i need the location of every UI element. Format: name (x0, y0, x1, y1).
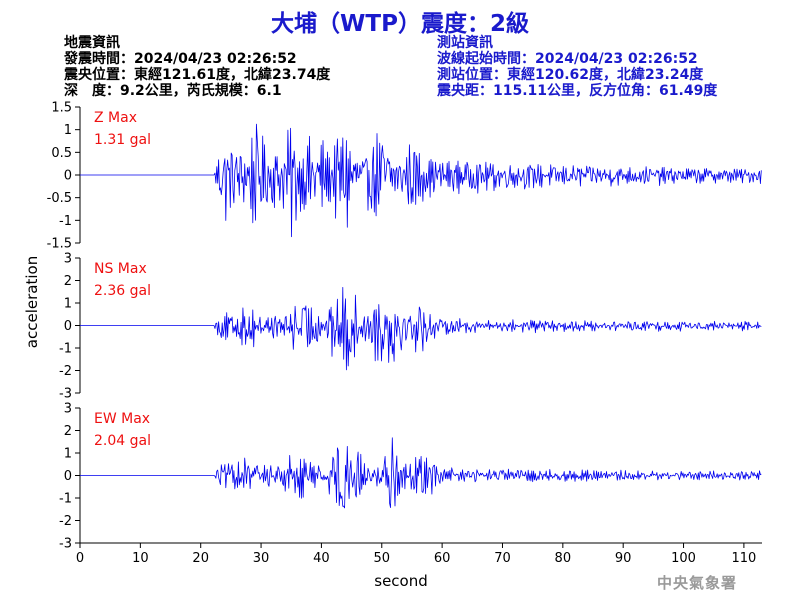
y-tick-label: -1 (59, 342, 72, 357)
y-tick-label: 0.5 (51, 146, 72, 161)
y-tick-label: 1 (64, 447, 72, 462)
max-label: Z Max (94, 110, 137, 126)
x-tick-label: 10 (132, 551, 149, 566)
x-tick-label: 50 (373, 551, 390, 566)
agency-watermark: 中央氣象署 (657, 574, 738, 592)
x-tick-label: 60 (434, 551, 451, 566)
x-tick-label: 90 (615, 551, 632, 566)
distance-azimuth: 震央距：115.11公里，反方位角：61.49度 (437, 83, 718, 99)
max-value: 1.31 gal (94, 132, 151, 148)
y-axis-label: acceleration (23, 256, 41, 348)
y-tick-label: 2 (64, 274, 72, 289)
origin-time: 發震時間：2024/04/23 02:26:52 (64, 51, 297, 67)
series-trace-2 (80, 287, 762, 371)
x-tick-label: 0 (76, 551, 84, 566)
earthquake-info-heading: 地震資訊 (64, 35, 120, 51)
epicenter: 震央位置：東經121.61度，北緯23.74度 (64, 67, 331, 83)
x-tick-label: 100 (671, 551, 696, 566)
x-tick-label: 80 (555, 551, 572, 566)
y-tick-label: -3 (59, 537, 72, 552)
x-tick-label: 20 (192, 551, 209, 566)
y-tick-label: -1.5 (47, 237, 72, 252)
x-tick-label: 40 (313, 551, 330, 566)
depth-magnitude: 深 度：9.2公里，芮氏規模：6.1 (64, 83, 282, 99)
y-tick-label: 3 (64, 252, 72, 267)
max-value: 2.04 gal (94, 433, 151, 449)
y-tick-label: 0 (64, 169, 72, 184)
station-location: 測站位置：東經120.62度，北緯23.24度 (437, 67, 704, 83)
earthquake-info: 地震資訊 發震時間：2024/04/23 02:26:52 震央位置：東經121… (64, 35, 330, 99)
y-tick-label: 0 (64, 319, 72, 334)
max-value: 2.36 gal (94, 283, 151, 299)
x-axis-label: second (374, 572, 428, 590)
y-tick-label: -0.5 (47, 191, 72, 206)
chart-title: 大埔（WTP）震度：2級 (271, 11, 529, 37)
y-tick-label: 3 (64, 402, 72, 417)
y-tick-label: 0 (64, 469, 72, 484)
y-tick-label: 1 (64, 297, 72, 312)
y-tick-label: 2 (64, 424, 72, 439)
station-info: 測站資訊 波線起始時間：2024/04/23 02:26:52 測站位置：東經1… (437, 35, 717, 99)
series-trace-3 (80, 437, 762, 509)
max-label: NS Max (94, 261, 147, 277)
y-tick-label: -1 (59, 214, 72, 229)
y-tick-label: 1.5 (51, 101, 72, 116)
y-tick-label: -2 (59, 364, 72, 379)
y-tick-label: 1 (64, 123, 72, 138)
y-tick-label: -2 (59, 514, 72, 529)
y-tick-label: -3 (59, 387, 72, 402)
max-label: EW Max (94, 411, 150, 427)
station-info-heading: 測站資訊 (437, 35, 493, 51)
y-tick-label: -1 (59, 492, 72, 507)
x-tick-label: 70 (494, 551, 511, 566)
series-trace-1 (80, 123, 762, 238)
x-tick-label: 110 (731, 551, 756, 566)
wave-start-time: 波線起始時間：2024/04/23 02:26:52 (437, 51, 698, 67)
x-tick-label: 30 (253, 551, 270, 566)
